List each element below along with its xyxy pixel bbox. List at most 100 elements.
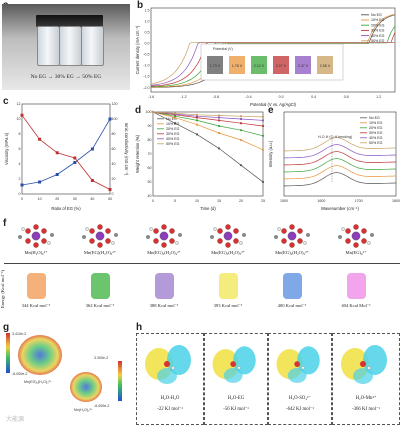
y-tick-label: -2.0 [143,86,149,90]
solvation-energy-panel: Energy (Kcal mol⁻¹) Mn(H₂O)₆²⁺ 344 Kcal m… [0,223,400,315]
data-point [108,117,112,121]
y2-tick-label: 40 [112,162,116,166]
legend-entry: 50% EG [166,142,180,146]
esp-colorbar [6,333,10,373]
series-line [152,111,264,183]
y-axis-label: Intensity (a.u.) [268,140,273,167]
esp-scale-bottom: -6.000e-2 [94,404,109,408]
panel-label-d: d [135,105,142,116]
x-tick-label: 1.2 [376,95,381,99]
lsv-chart: -1.6 -1.2 -0.8 -0.4 0.0 0.4 0.8 1.2 -2.0 -1.5 -1.0… [135,7,396,107]
y-tick-label: 12 [17,102,21,106]
x-tick-label: 0.0 [279,95,284,99]
x-tick-label: 1500 [280,199,288,203]
y-tick-label: 90 [148,124,152,128]
inset-window-bar [251,56,267,74]
data-point [90,179,94,182]
x-tick-label: 0.8 [344,95,349,99]
legend-entry: No EG [369,116,380,120]
series-line [152,111,264,121]
x-tick-label: 25 [261,199,265,203]
y-tick-label: 0 [19,192,21,196]
solvation-structure [72,223,128,257]
interaction-pair-label: H₂O-EG [227,396,245,401]
inset-window-label: 1.73 V [210,64,221,68]
y2-tick-label: 120 [112,102,118,106]
structure-label: Mn(EG)₂(H₂O)₄²⁺ [147,250,181,255]
data-point [239,122,243,125]
data-point [38,137,42,141]
x-tick-label: -1.2 [180,95,186,99]
energy-value: 404 Kcal Mol⁻¹ [341,303,371,308]
interaction-pair-label: H₂O-H₂O [160,396,180,401]
y-tick-label: -1.0 [143,64,149,68]
y-tick-label: 80 [148,138,152,142]
y-tick-label: 70 [148,152,152,156]
y-tick-label: 0.0 [145,42,150,46]
vial [37,26,60,66]
x-tick-label: 30 [73,197,77,201]
interaction-energy-label: -642 KJ mol⁻¹ [286,407,314,412]
y-tick-label: 2 [19,177,21,181]
solvation-structure [200,223,256,257]
y2-tick-label: 20 [112,177,116,181]
y-tick-label: 1.5 [145,8,150,12]
structure-label: Mn(EG)₆²⁺ [345,250,367,255]
x-tick-label: 20 [55,197,59,201]
data-point [195,133,199,136]
interaction-energy-label: -56 KJ mol⁻¹ [223,407,249,412]
y-tick-label: 50 [148,180,152,184]
series-line [21,118,111,186]
x-axis-label: Wavenumber (cm⁻¹) [321,206,359,211]
esp-surface-mn-h2o [70,372,102,402]
inset-window-label: 2.27 V [276,64,287,68]
data-point [239,164,243,167]
legend-entry: 20% EG [371,23,385,27]
charge-density-card: H₂O-Mn²⁺ -366 KJ mol⁻¹ [332,333,400,425]
solvation-structure [136,223,192,257]
esp-maps: 3.410e-2 -6.000e-2 Mn(EG)₂(H₂O)₄²⁺ 3.300… [6,332,122,423]
data-point [55,151,59,155]
series-line [283,158,396,173]
energy-bar [218,273,238,299]
data-point [20,183,24,187]
charge-density-card: H₂O-EG -56 KJ mol⁻¹ [204,333,268,425]
data-point [173,122,177,125]
y-tick-label: -0.5 [143,53,149,57]
x-axis-label: Potential (V vs. Ag/AgCl) [250,102,296,107]
data-point [261,180,265,184]
solvation-structure [8,223,64,257]
y2-tick-label: 80 [112,132,116,136]
y-tick-label: 6 [19,147,21,151]
series-line [283,144,396,159]
x-tick-label: -0.4 [245,95,251,99]
y-tick-label: 8 [19,132,21,136]
inset-title: Potential (V) [213,47,233,51]
data-point [239,115,243,118]
data-point [217,114,221,117]
y-tick-label: 10 [17,117,21,121]
data-point [38,180,42,184]
y2-tick-label: 0 [112,192,114,196]
vial [59,26,82,66]
data-point [217,124,221,128]
x-tick-label: -1.6 [148,95,154,99]
series-line [283,172,396,187]
y-tick-label: 4 [19,162,21,166]
esp-scale-top: 3.410e-2 [12,332,26,336]
x-axis-label: Time (d) [200,206,216,211]
energy-value: 393 Kcal mol⁻¹ [213,303,243,308]
panel-label-c: c [3,96,9,107]
vial-cap [36,15,59,27]
plot-frame [150,7,396,93]
inset-window-bar [207,56,223,74]
series-line [150,41,395,85]
series-line [21,115,111,190]
esp-surface-mn-eg [18,335,62,375]
x-tick-label: 0 [21,197,23,201]
y-axis-label: Weight retention (%) [135,134,140,173]
panel-label-b: b [137,0,144,11]
series-line [152,111,264,151]
legend-entry: 10% EG [166,122,180,126]
